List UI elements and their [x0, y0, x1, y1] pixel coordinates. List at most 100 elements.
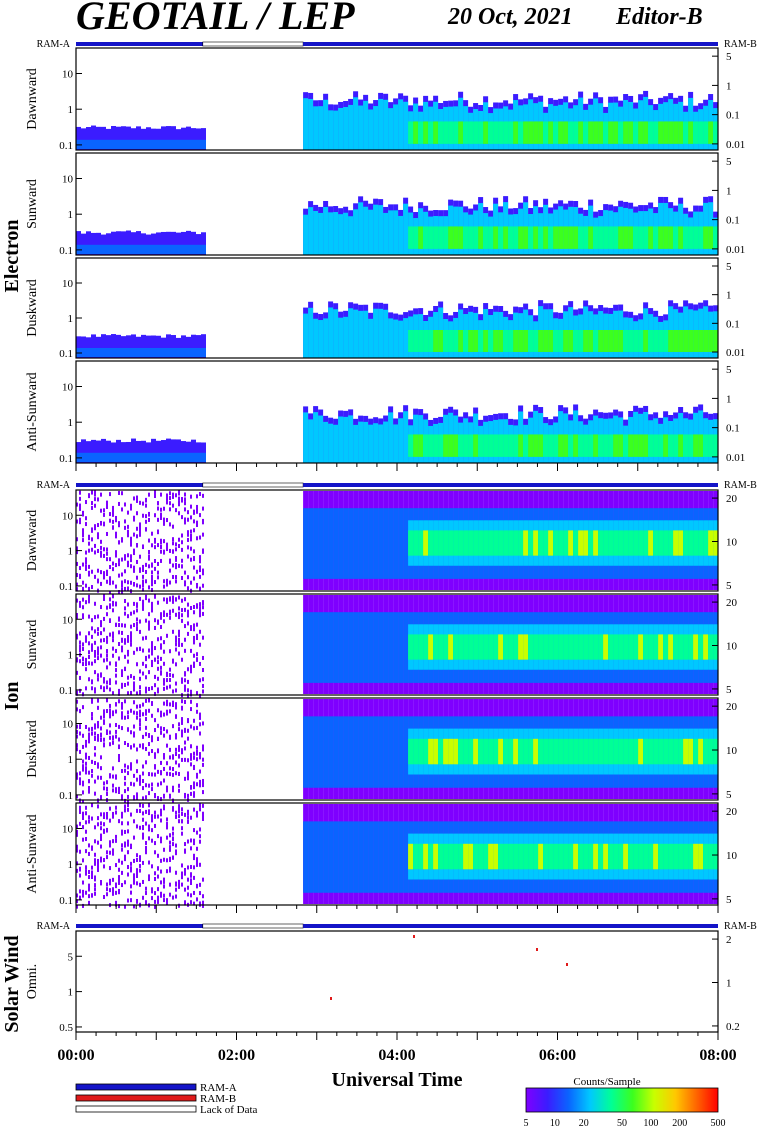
spectro-cell	[196, 745, 198, 750]
spectro-cell	[186, 336, 191, 358]
spectro-cell	[91, 845, 93, 850]
spectro-cell	[378, 821, 384, 893]
spectro-cell	[508, 530, 514, 556]
spectro-cell	[488, 226, 494, 249]
spectro-cell	[191, 231, 196, 255]
spectro-cell	[418, 634, 424, 660]
spectro-cell	[154, 772, 156, 777]
spectro-cell	[126, 126, 131, 150]
spectro-cell	[503, 738, 509, 765]
spectro-cell	[157, 543, 159, 548]
spectro-cell	[82, 903, 84, 908]
spectro-cell	[202, 520, 204, 525]
spectro-cell	[608, 121, 614, 144]
spectro-cell	[160, 612, 162, 617]
spectro-cell	[94, 887, 96, 892]
spectro-cell	[193, 890, 195, 895]
spectro-cell	[88, 779, 90, 784]
spectro-cell	[318, 212, 324, 255]
spectro-cell	[157, 853, 159, 858]
spectro-cell	[130, 638, 132, 643]
spectro-cell	[533, 738, 539, 765]
spectro-cell	[698, 530, 704, 556]
spectro-cell	[543, 530, 549, 556]
spectro-cell	[101, 126, 106, 150]
spectro-cell	[698, 121, 704, 144]
spectro-cell	[453, 634, 459, 660]
spectro-cell	[175, 870, 177, 875]
spectro-cell	[94, 875, 96, 880]
spectro-cell	[91, 759, 93, 764]
spectro-cell	[79, 688, 81, 693]
spectro-cell	[199, 783, 201, 788]
spectro-cell	[163, 579, 165, 584]
spectro-cell	[157, 723, 159, 728]
group-label-electron: Electron	[1, 220, 23, 293]
spectro-cell	[199, 755, 201, 760]
spectro-cell	[503, 634, 509, 660]
spectro-cell	[111, 244, 116, 254]
spectro-cell	[176, 348, 181, 357]
spectro-cell	[79, 573, 81, 578]
spectro-cell	[383, 612, 389, 683]
spectro-cell	[146, 442, 151, 463]
spectro-cell	[79, 566, 81, 571]
spectro-cell	[154, 683, 156, 688]
spectro-cell	[181, 717, 183, 722]
spectro-cell	[82, 705, 84, 710]
spectro-cell	[139, 726, 141, 731]
spectro-cell	[428, 634, 434, 660]
spectro-cell	[187, 621, 189, 626]
spectro-cell	[603, 530, 609, 556]
spectro-cell	[109, 711, 111, 716]
spectro-cell	[181, 642, 183, 647]
spectro-cell	[613, 121, 619, 144]
spectro-cell	[598, 330, 604, 352]
spectro-cell	[109, 597, 111, 602]
spectro-cell	[196, 569, 198, 574]
spectro-cell	[124, 599, 126, 604]
spectro-cell	[106, 828, 108, 833]
spectro-cell	[618, 738, 624, 765]
spectro-cell	[79, 603, 81, 608]
spectro-cell	[166, 685, 168, 690]
spectro-cell	[175, 887, 177, 892]
spectro-cell	[103, 638, 105, 643]
spectro-cell	[133, 551, 135, 556]
spectro-cell	[187, 602, 189, 607]
spectro-cell	[154, 810, 156, 815]
spectro-cell	[163, 701, 165, 706]
spectro-cell	[443, 843, 449, 870]
spectro-cell	[433, 843, 439, 870]
spectro-cell	[151, 452, 156, 462]
spectro-cell	[81, 336, 86, 358]
spectro-cell	[163, 649, 165, 654]
spectro-cell	[130, 635, 132, 640]
spectro-cell	[154, 513, 156, 518]
spectro-cell	[112, 646, 114, 651]
spectro-cell	[199, 606, 201, 611]
spectro-cell	[633, 330, 639, 352]
spectro-cell	[88, 594, 90, 599]
spectro-cell	[88, 650, 90, 655]
spectro-cell	[353, 424, 359, 463]
solar-wind-point	[566, 963, 568, 966]
ram-bar-2-b	[303, 924, 718, 928]
spectro-cell	[528, 634, 534, 660]
spectro-cell	[201, 348, 206, 357]
spectro-cell	[190, 753, 192, 758]
spectro-cell	[563, 121, 569, 144]
spectro-cell	[190, 785, 192, 790]
spectro-cell	[202, 611, 204, 616]
spectro-cell	[433, 330, 439, 352]
spectro-cell	[81, 439, 86, 463]
spectro-cell	[121, 572, 123, 577]
spectro-cell	[142, 778, 144, 783]
spectro-cell	[82, 744, 84, 749]
spectro-cell	[603, 330, 609, 352]
spectro-cell	[598, 434, 604, 457]
spectro-cell	[139, 584, 141, 589]
spectro-cell	[378, 308, 384, 358]
spectro-cell	[118, 904, 120, 909]
spectro-cell	[196, 622, 198, 627]
